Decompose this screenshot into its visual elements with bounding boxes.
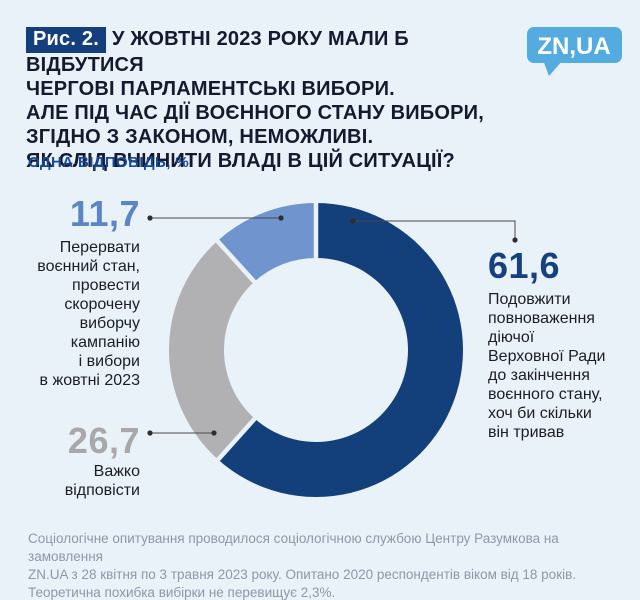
chart-subtitle: ОДНА ВІДПОВІДЬ, % — [28, 154, 190, 171]
leader-interrupt-martial-law-dot — [147, 215, 153, 221]
logo-text: ZN,UA — [537, 33, 610, 60]
figure-number-badge: Рис. 2. — [26, 27, 106, 53]
leader-hard-to-answer-dot — [211, 430, 217, 436]
logo-bubble — [527, 27, 622, 63]
slice-divider — [213, 237, 258, 286]
figure-title-text: У ЖОВТНІ 2023 РОКУ МАЛИ Б ВІДБУТИСЯ ЧЕРГ… — [26, 28, 485, 172]
donut-slice-2 — [217, 203, 316, 282]
label-hard-to-answer: Важко відповісти — [64, 463, 140, 499]
leader-extend-rada — [353, 220, 516, 240]
figure-title: Рис. 2. У ЖОВТНІ 2023 РОКУ МАЛИ Б ВІДБУТИ… — [26, 27, 526, 173]
leader-interrupt-martial-law-dot — [278, 215, 284, 221]
value-extend-rada: 61,6 — [488, 245, 561, 286]
label-interrupt-martial-law: Перервати воєнний стан, провести скороче… — [37, 239, 140, 389]
slice-divider — [214, 414, 259, 464]
leader-extend-rada-dot — [512, 237, 518, 243]
donut-slice-1 — [168, 240, 255, 460]
znua-logo: ZN,UA — [527, 27, 622, 76]
logo-bubble-tail — [543, 60, 563, 76]
methodology-note: Соціологічне опитування проводилося соці… — [28, 531, 577, 600]
label-extend-rada: Подовжити повноваження діючої Верховної … — [488, 291, 606, 441]
value-hard-to-answer: 26,7 — [67, 420, 140, 461]
leader-hard-to-answer-dot — [147, 430, 153, 436]
leader-extend-rada-dot — [350, 218, 356, 224]
value-interrupt-martial-law: 11,7 — [69, 193, 140, 234]
donut-slice-0 — [218, 203, 463, 497]
